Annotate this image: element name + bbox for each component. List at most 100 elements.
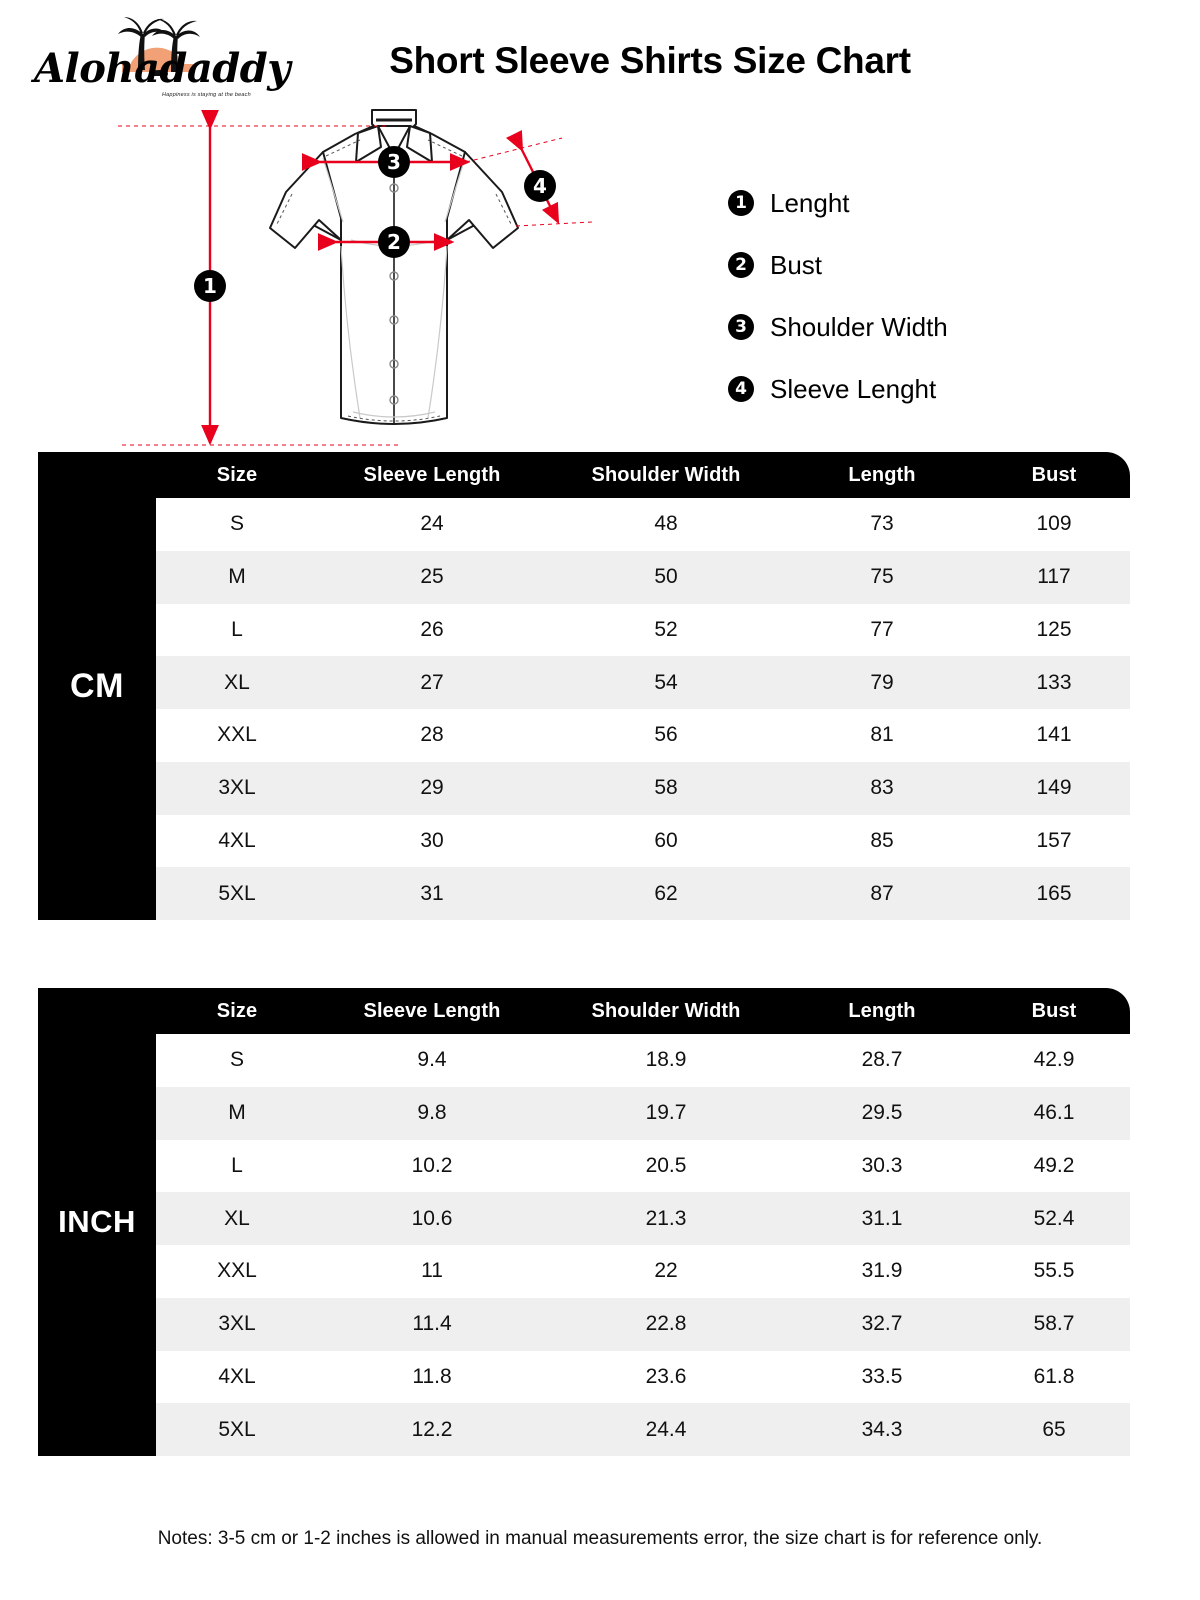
cell-bust: 65 (978, 1403, 1130, 1456)
cell-bust: 133 (978, 656, 1130, 709)
shirt-measurement-diagram: 1 2 3 4 (110, 100, 630, 455)
cell-length: 79 (786, 656, 978, 709)
table-row: L 10.2 20.5 30.3 49.2 (156, 1139, 1130, 1193)
cell-sleeve-length: 9.8 (318, 1086, 546, 1140)
cell-sleeve-length: 26 (318, 603, 546, 657)
cell-sleeve-length: 11.4 (318, 1297, 546, 1351)
cell-shoulder-width: 18.9 (546, 1034, 786, 1087)
cell-bust: 42.9 (978, 1034, 1130, 1087)
cell-size: 4XL (156, 1350, 318, 1404)
table-row: 3XL 29 58 83 149 (156, 761, 1130, 815)
brand-tagline: Happiness is staying at the beach (162, 92, 251, 98)
table-header-row: Size Sleeve Length Shoulder Width Length… (156, 452, 1130, 498)
svg-text:2: 2 (387, 230, 401, 254)
cell-sleeve-length: 30 (318, 814, 546, 868)
cell-size: XXL (156, 709, 318, 762)
cell-length: 87 (786, 867, 978, 920)
legend-label-2: Bust (770, 249, 823, 280)
cell-sleeve-length: 29 (318, 761, 546, 815)
svg-text:4: 4 (533, 174, 547, 198)
cell-shoulder-width: 54 (546, 656, 786, 709)
cell-bust: 61.8 (978, 1350, 1130, 1404)
table-row: XXL 11 22 31.9 55.5 (156, 1245, 1130, 1298)
cell-sleeve-length: 11 (318, 1245, 546, 1298)
cell-shoulder-width: 62 (546, 867, 786, 920)
cell-sleeve-length: 11.8 (318, 1350, 546, 1404)
cell-size: XL (156, 656, 318, 709)
cell-length: 81 (786, 709, 978, 762)
cell-bust: 55.5 (978, 1245, 1130, 1298)
legend-item-bust: 2 Bust (728, 234, 1058, 296)
cell-shoulder-width: 23.6 (546, 1350, 786, 1404)
table-row: 4XL 11.8 23.6 33.5 61.8 (156, 1350, 1130, 1404)
table-row: XXL 28 56 81 141 (156, 709, 1130, 762)
cell-sleeve-length: 10.6 (318, 1192, 546, 1245)
cell-shoulder-width: 60 (546, 814, 786, 868)
cell-bust: 58.7 (978, 1297, 1130, 1351)
column-header-sleeve-length: Sleeve Length (318, 988, 546, 1034)
cell-length: 33.5 (786, 1350, 978, 1404)
cell-size: M (156, 550, 318, 604)
column-header-bust: Bust (978, 988, 1130, 1034)
column-header-size: Size (156, 988, 318, 1034)
page-header: Alohadaddy Happiness is staying at the b… (0, 0, 1200, 110)
cell-bust: 117 (978, 550, 1130, 604)
svg-text:1: 1 (203, 274, 217, 298)
table-row: XL 27 54 79 133 (156, 656, 1130, 709)
cell-sleeve-length: 27 (318, 656, 546, 709)
table-row: L 26 52 77 125 (156, 603, 1130, 657)
cell-length: 29.5 (786, 1086, 978, 1140)
cell-shoulder-width: 20.5 (546, 1139, 786, 1193)
cell-shoulder-width: 22 (546, 1245, 786, 1298)
table-row: 5XL 12.2 24.4 34.3 65 (156, 1403, 1130, 1456)
cell-bust: 49.2 (978, 1139, 1130, 1193)
cell-length: 73 (786, 498, 978, 551)
legend-badge-4: 4 (728, 376, 754, 402)
column-header-shoulder-width: Shoulder Width (546, 988, 786, 1034)
column-header-length: Length (786, 452, 978, 498)
cell-bust: 52.4 (978, 1192, 1130, 1245)
cell-shoulder-width: 50 (546, 550, 786, 604)
cell-shoulder-width: 19.7 (546, 1086, 786, 1140)
cell-sleeve-length: 24 (318, 498, 546, 551)
cell-size: L (156, 1139, 318, 1193)
cell-sleeve-length: 25 (318, 550, 546, 604)
cell-sleeve-length: 12.2 (318, 1403, 546, 1456)
cell-size: XXL (156, 1245, 318, 1298)
cell-bust: 46.1 (978, 1086, 1130, 1140)
cell-size: 4XL (156, 814, 318, 868)
cell-size: M (156, 1086, 318, 1140)
cell-length: 83 (786, 761, 978, 815)
cm-size-table: CM Size Sleeve Length Shoulder Width Len… (38, 452, 1130, 920)
unit-label-cm: CM (38, 452, 156, 920)
brand-logo: Alohadaddy Happiness is staying at the b… (34, 8, 290, 108)
cell-shoulder-width: 24.4 (546, 1403, 786, 1456)
table-row: XL 10.6 21.3 31.1 52.4 (156, 1192, 1130, 1245)
cell-length: 28.7 (786, 1034, 978, 1087)
cell-size: 5XL (156, 1403, 318, 1456)
brand-name: Alohadaddy (34, 45, 290, 92)
cell-bust: 165 (978, 867, 1130, 920)
cell-bust: 141 (978, 709, 1130, 762)
table-header-row: Size Sleeve Length Shoulder Width Length… (156, 988, 1130, 1034)
legend-item-sleeve-length: 4 Sleeve Lenght (728, 358, 1058, 420)
cell-bust: 109 (978, 498, 1130, 551)
table-row: M 25 50 75 117 (156, 550, 1130, 604)
cell-size: XL (156, 1192, 318, 1245)
legend-label-4: Sleeve Lenght (770, 373, 937, 404)
cell-length: 85 (786, 814, 978, 868)
cell-size: S (156, 498, 318, 551)
cell-sleeve-length: 10.2 (318, 1139, 546, 1193)
cell-length: 32.7 (786, 1297, 978, 1351)
cell-shoulder-width: 22.8 (546, 1297, 786, 1351)
legend-item-shoulder-width: 3 Shoulder Width (728, 296, 1058, 358)
column-header-sleeve-length: Sleeve Length (318, 452, 546, 498)
cell-shoulder-width: 48 (546, 498, 786, 551)
legend-badge-2: 2 (728, 252, 754, 278)
cell-bust: 149 (978, 761, 1130, 815)
inch-size-table: INCH Size Sleeve Length Shoulder Width L… (38, 988, 1130, 1456)
cell-shoulder-width: 21.3 (546, 1192, 786, 1245)
svg-text:3: 3 (387, 150, 401, 174)
cell-sleeve-length: 28 (318, 709, 546, 762)
